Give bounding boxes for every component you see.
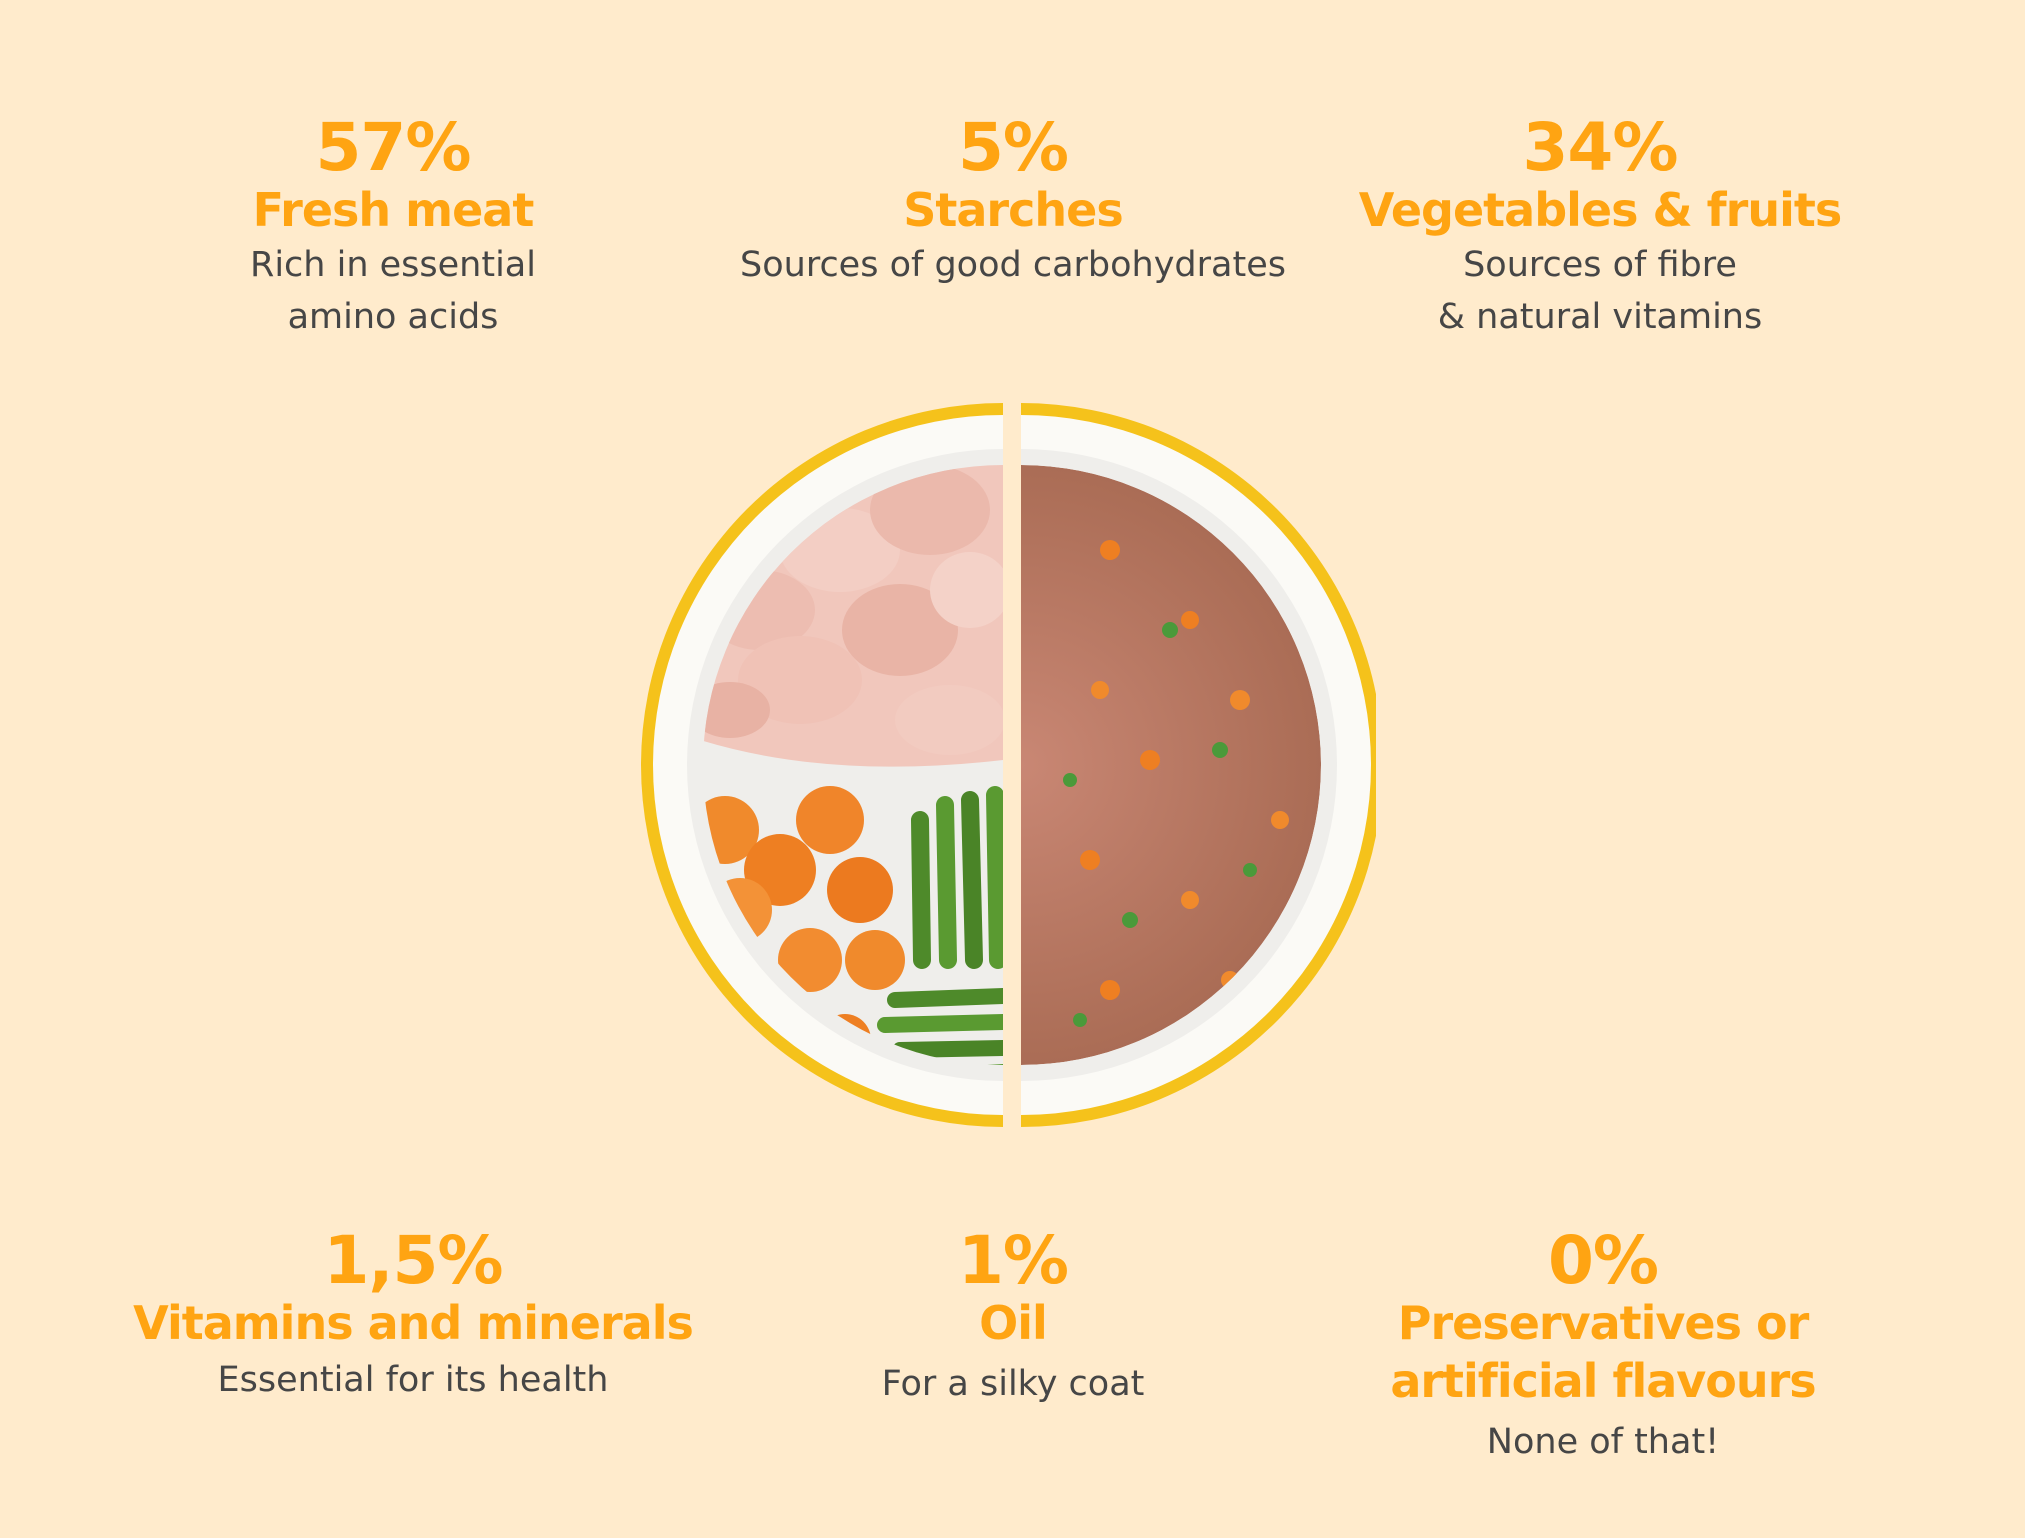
preservatives-title-line-2: artificial flavours xyxy=(1390,1354,1816,1408)
chicken-icon xyxy=(703,465,1003,767)
bowl-right-half xyxy=(1021,403,1376,1127)
fresh-meat-percent: 57% xyxy=(315,109,472,186)
ingredient-preservatives: 0% Preservatives or artificial flavours … xyxy=(1390,1222,1816,1468)
fresh-meat-desc-line-2: amino acids xyxy=(287,297,499,337)
vitamins-title: Vitamins and minerals xyxy=(133,1296,694,1350)
vitamins-desc-line-1: Essential for its health xyxy=(217,1360,609,1400)
food-bowl-image xyxy=(641,403,1376,1127)
starches-percent: 5% xyxy=(957,109,1069,186)
starches-title: Starches xyxy=(903,183,1123,237)
oil-title: Oil xyxy=(979,1296,1048,1350)
ingredient-oil: 1% Oil For a silky coat xyxy=(882,1228,1145,1410)
vitamins-percent: 1,5% xyxy=(323,1222,503,1299)
ingredient-starches: 5% Starches Sources of good carbohydrate… xyxy=(740,115,1286,291)
oil-percent: 1% xyxy=(957,1222,1069,1299)
preservatives-percent: 0% xyxy=(1547,1222,1659,1299)
ingredient-vegetables-fruits: 34% Vegetables & fruits Sources of fibre… xyxy=(1358,109,1842,343)
mixed-food-icon xyxy=(1021,465,1321,1065)
oil-desc-line-1: For a silky coat xyxy=(881,1364,1145,1404)
fresh-meat-title: Fresh meat xyxy=(252,183,535,237)
vegetables-percent: 34% xyxy=(1522,109,1679,186)
ingredient-vitamins-minerals: 1,5% Vitamins and minerals Essential for… xyxy=(133,1222,694,1406)
vegetables-title: Vegetables & fruits xyxy=(1358,183,1842,237)
ingredient-fresh-meat: 57% Fresh meat Rich in essential amino a… xyxy=(250,115,536,343)
preservatives-title-line-1: Preservatives or xyxy=(1397,1296,1810,1350)
vegetables-desc-line-2: & natural vitamins xyxy=(1437,297,1763,337)
vegetables-desc-line-1: Sources of fibre xyxy=(1463,245,1737,285)
bowl-left-half xyxy=(641,403,1003,1127)
green-beans-icon xyxy=(877,786,1003,1065)
starches-desc-line-1: Sources of good carbohydrates xyxy=(740,245,1286,285)
fresh-meat-desc-line-1: Rich in essential xyxy=(250,245,536,285)
preservatives-desc-line-1: None of that! xyxy=(1486,1422,1720,1462)
